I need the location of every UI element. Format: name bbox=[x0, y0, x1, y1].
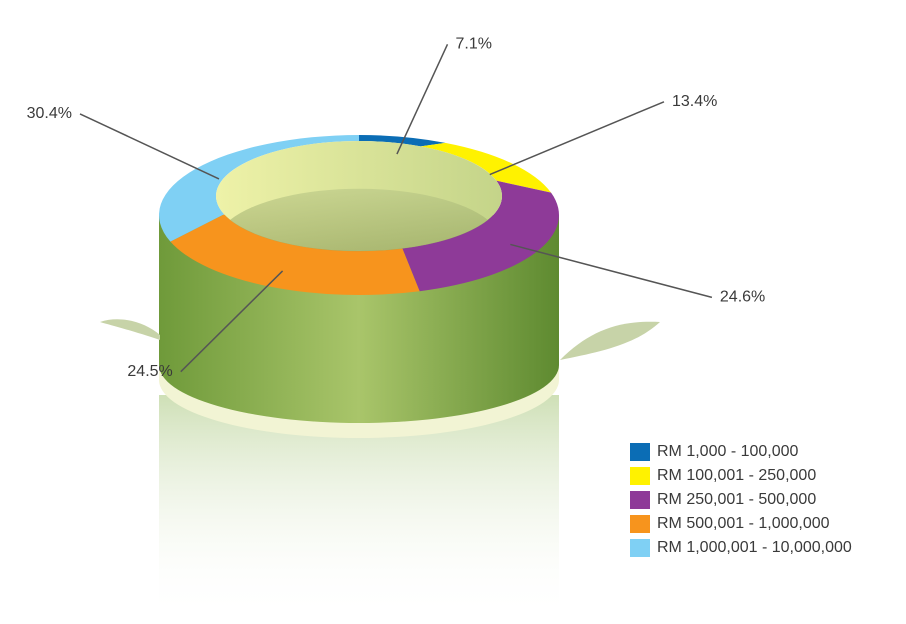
leader-line bbox=[489, 101, 665, 176]
legend-label: RM 500,001 - 1,000,000 bbox=[657, 515, 830, 532]
legend-swatch bbox=[630, 515, 650, 533]
legend-swatch bbox=[630, 539, 650, 557]
value-label: 13.4% bbox=[672, 93, 717, 110]
leader-line bbox=[79, 113, 220, 180]
leader-line bbox=[180, 270, 284, 373]
value-label: 30.4% bbox=[27, 105, 72, 122]
legend-label: RM 1,000,001 - 10,000,000 bbox=[657, 539, 852, 556]
legend-label: RM 1,000 - 100,000 bbox=[657, 443, 799, 460]
slice bbox=[170, 214, 420, 295]
value-label: 7.1% bbox=[455, 36, 491, 53]
legend-label: RM 100,001 - 250,000 bbox=[657, 467, 816, 484]
leader-line bbox=[396, 44, 449, 155]
legend-swatch bbox=[630, 443, 650, 461]
slice bbox=[359, 135, 446, 147]
value-label: 24.5% bbox=[127, 363, 172, 380]
slice bbox=[420, 142, 552, 193]
slice bbox=[158, 135, 359, 242]
legend-swatch bbox=[630, 467, 650, 485]
legend-swatch bbox=[630, 491, 650, 509]
hole-shade bbox=[230, 188, 488, 252]
leader-line bbox=[510, 243, 713, 299]
slice bbox=[402, 180, 559, 292]
value-label: 24.6% bbox=[720, 289, 765, 306]
legend-label: RM 250,001 - 500,000 bbox=[657, 491, 816, 508]
